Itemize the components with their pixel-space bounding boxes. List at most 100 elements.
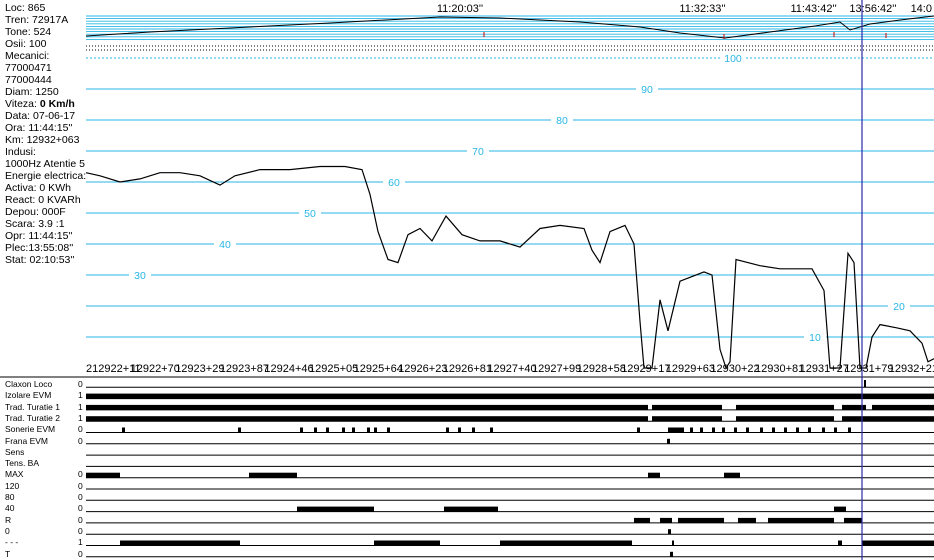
channel-bar [86, 472, 120, 478]
channel-value: 0 [78, 548, 83, 559]
channel-value: 0 [78, 525, 83, 536]
channel-bar [300, 427, 303, 433]
km-label: 12923+87 [219, 363, 270, 375]
train-info-panel: Loc: 865 Tren: 72917A Tone: 524 Osii: 10… [0, 0, 86, 378]
channel-name: Claxon Loco [5, 379, 53, 389]
scale: Scara: 3.9 :1 [5, 218, 65, 230]
channel-bar [724, 472, 740, 478]
channel-bar [238, 427, 241, 433]
channel-bar [712, 427, 715, 433]
speed-gridline-label: 60 [388, 177, 400, 189]
channel-bar [722, 427, 725, 433]
km-label: 12927+99 [532, 363, 582, 375]
channel-bar [796, 427, 799, 433]
channel-bar [862, 540, 934, 546]
train-number: Tren: 72917A [5, 14, 69, 26]
speed-gridline-label: 20 [893, 301, 905, 313]
channel-name: 80 [5, 492, 15, 502]
speed-gridline-label: 100 [724, 53, 742, 65]
channel-bar [652, 404, 722, 410]
channel-bar [472, 427, 475, 433]
speed-label-bg [129, 269, 151, 281]
axles: Osii: 100 [5, 38, 47, 50]
km-label: 12926+81 [442, 363, 493, 375]
channel-bar [834, 506, 846, 512]
km-label: 12928+58 [576, 363, 626, 375]
channel-value: 0 [78, 424, 83, 435]
energy-reactive: React: 0 KVARh [5, 194, 81, 206]
time-label: 14:0 [911, 3, 932, 15]
channel-bar [342, 427, 345, 433]
channel-value: 1 [78, 401, 83, 412]
speed-label-bg [299, 207, 321, 219]
speed-gridline-label: 50 [304, 208, 316, 220]
time: Ora: 11:44:15'' [5, 122, 73, 134]
channel-bar [660, 517, 672, 523]
time-label: 13:56:42'' [849, 3, 896, 15]
speed-label-bg [888, 300, 910, 312]
km-label: 12922+70 [130, 363, 180, 375]
km-label: 12931+79 [844, 363, 894, 375]
channel-bar [458, 427, 461, 433]
channel-bar [736, 404, 834, 410]
km-label: 212922+11 [86, 363, 141, 375]
channel-bar [367, 427, 370, 433]
channel-bar [314, 427, 317, 433]
speed-label-bg [467, 145, 489, 157]
speed-gridline-label: 70 [472, 146, 484, 158]
speed-gridline-label: 30 [134, 270, 146, 282]
speed-label-bg [214, 238, 236, 250]
channel-bar [672, 540, 674, 546]
channel-bar [760, 427, 763, 433]
channel-bar [637, 427, 640, 433]
channel-name: 0 [5, 525, 10, 536]
channel-bar [834, 427, 837, 433]
speed-gridline-label: 10 [809, 332, 821, 344]
departure-time: Plec:13:55:08'' [5, 242, 74, 254]
km-label: 12927+40 [487, 363, 537, 375]
channel-bar [668, 427, 684, 433]
km-label: 12929+17 [621, 363, 671, 375]
channel-bar [848, 427, 851, 433]
km-label: 12924+46 [264, 363, 314, 375]
channel-bar [352, 427, 355, 433]
channel-name: 40 [5, 503, 15, 514]
channel-bar [326, 427, 329, 433]
channel-bar [444, 506, 498, 512]
channel-bar [808, 427, 811, 433]
time-label: 11:43:42'' [790, 3, 836, 15]
channel-bar [446, 427, 449, 433]
channel-bar [490, 427, 493, 433]
channel-bar [842, 404, 866, 410]
channel-bar [297, 506, 374, 512]
tonnage: Tone: 524 [5, 26, 52, 38]
km-label: 12932+21 [888, 363, 934, 375]
date: Data: 07-06-17 [5, 110, 76, 122]
channel-bar [374, 427, 377, 433]
channel-bar [734, 427, 737, 433]
channel-bar [670, 551, 673, 557]
channel-value: 1 [78, 390, 83, 401]
channel-bar [700, 427, 703, 433]
energy-active: Activa: 0 KWh [5, 182, 71, 194]
channel-name: Trad. Turatie 2 [5, 412, 60, 423]
channel-bar [120, 540, 240, 546]
channel-bar [122, 427, 125, 433]
channel-bar [667, 438, 670, 444]
loco-number: Loc: 865 [5, 2, 46, 14]
channel-bar [86, 393, 934, 399]
kilometer: Km: 12932+063 [5, 134, 80, 146]
channel-bar [822, 427, 825, 433]
channel-bar [872, 404, 934, 410]
km-label: 12930+81 [755, 363, 805, 375]
stop-time: Opr: 11:44:15'' [5, 230, 73, 242]
speed-label-bg [804, 331, 826, 343]
channel-bar [690, 427, 693, 433]
speed-label-bg [551, 114, 573, 126]
channel-bar [86, 404, 648, 410]
channel-bar [634, 517, 650, 523]
depot: Depou: 000F [5, 206, 66, 218]
channel-bar [838, 540, 842, 546]
channel-value: 0 [78, 469, 83, 480]
